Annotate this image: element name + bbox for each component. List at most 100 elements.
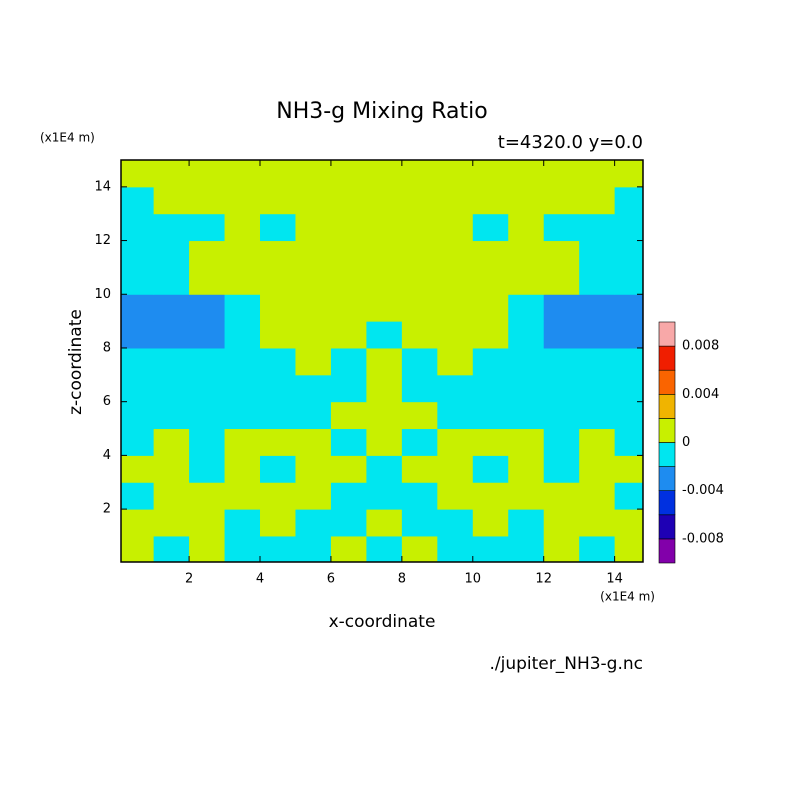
contour-cell <box>437 267 474 295</box>
contour-cell <box>366 455 403 483</box>
contour-cell <box>472 482 509 510</box>
plot-frame <box>120 159 644 563</box>
contour-cell <box>189 374 226 403</box>
contour-cell <box>153 535 190 562</box>
contour-cell <box>401 428 438 456</box>
contour-cell <box>579 428 616 456</box>
contour-cell <box>224 455 261 483</box>
contour-cell <box>579 186 616 215</box>
contour-cell <box>543 160 580 188</box>
contour-cell <box>153 240 190 268</box>
colorbar-swatch <box>658 490 676 516</box>
contour-cell <box>437 321 474 349</box>
contour-cell <box>543 509 580 537</box>
contour-cell <box>614 535 643 562</box>
y-tick-label: 2 <box>103 502 111 517</box>
contour-cell <box>508 509 545 537</box>
contour-cell <box>295 240 332 268</box>
contour-cell <box>614 401 643 430</box>
contour-cell <box>401 482 438 510</box>
contour-cell <box>579 347 616 376</box>
contour-cell <box>330 240 367 268</box>
contour-cell <box>121 321 155 349</box>
y-unit: (x1E4 m) <box>40 131 95 145</box>
contour-cell <box>189 347 226 376</box>
contour-cell <box>153 347 190 376</box>
contour-cell <box>224 240 261 268</box>
contour-cell <box>508 374 545 403</box>
contour-cell <box>260 482 296 510</box>
contour-cell <box>437 509 474 537</box>
contour-cell <box>543 213 580 242</box>
contour-cell <box>153 213 190 242</box>
contour-cell <box>295 428 332 456</box>
contour-cell <box>543 428 580 456</box>
contour-cell <box>366 267 403 295</box>
contour-cell <box>330 294 367 322</box>
contour-cell <box>295 160 332 188</box>
contour-cell <box>295 535 332 562</box>
colorbar-swatch <box>658 393 676 419</box>
contour-cell <box>543 535 580 562</box>
contour-cell <box>224 374 261 403</box>
contour-cell <box>189 267 226 295</box>
contour-cell <box>508 482 545 510</box>
y-tick-label: 6 <box>103 394 111 409</box>
contour-cell <box>121 213 155 242</box>
contour-cell <box>543 482 580 510</box>
contour-cell <box>543 374 580 403</box>
colorbar-swatch <box>658 369 676 395</box>
contour-cell <box>224 347 261 376</box>
contour-cell <box>189 160 226 188</box>
y-tick-label: 10 <box>94 287 111 302</box>
contour-cell <box>472 213 509 242</box>
contour-cell <box>614 321 643 349</box>
contour-cell <box>330 482 367 510</box>
contour-cell <box>189 186 226 215</box>
contour-cell <box>189 401 226 430</box>
y-tick-label: 14 <box>94 179 111 194</box>
contour-cell <box>295 267 332 295</box>
contour-cell <box>614 186 643 215</box>
contour-cell <box>472 455 509 483</box>
colorbar-label: -0.008 <box>682 531 724 546</box>
contour-cell <box>330 186 367 215</box>
contour-cell <box>401 455 438 483</box>
contour-cell <box>366 401 403 430</box>
contour-cell <box>260 374 296 403</box>
contour-cell <box>330 347 367 376</box>
contour-cell <box>366 482 403 510</box>
contour-cell <box>295 213 332 242</box>
contour-cell <box>614 267 643 295</box>
x-tick-label: 4 <box>256 572 264 587</box>
contour-cell <box>224 160 261 188</box>
contour-cell <box>401 240 438 268</box>
contour-cell <box>508 240 545 268</box>
contour-cell <box>508 321 545 349</box>
contour-cell <box>189 509 226 537</box>
colorbar-label: 0.004 <box>682 387 719 402</box>
contour-cell <box>224 321 261 349</box>
contour-cell <box>330 213 367 242</box>
contour-cell <box>579 374 616 403</box>
colorbar-swatch <box>658 321 676 347</box>
contour-cell <box>508 401 545 430</box>
contour-cell <box>401 347 438 376</box>
contour-cell <box>508 428 545 456</box>
x-unit: (x1E4 m) <box>600 590 655 604</box>
contour-cell <box>121 347 155 376</box>
contour-cell <box>295 374 332 403</box>
field <box>121 160 643 562</box>
contour-cell <box>121 509 155 537</box>
contour-cell <box>401 374 438 403</box>
contour-cell <box>508 455 545 483</box>
contour-cell <box>437 455 474 483</box>
y-axis-label: z-coordinate <box>66 309 86 415</box>
contour-cell <box>189 294 226 322</box>
contour-cell <box>330 321 367 349</box>
contour-cell <box>579 482 616 510</box>
contour-cell <box>543 321 580 349</box>
contour-cell <box>543 455 580 483</box>
contour-cell <box>121 374 155 403</box>
